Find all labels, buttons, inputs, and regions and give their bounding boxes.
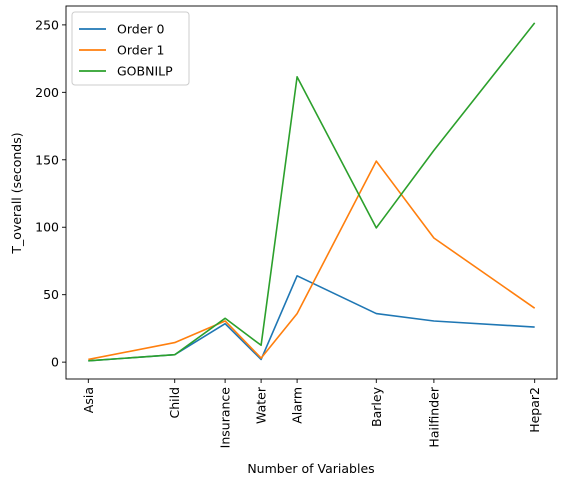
y-tick-label-250: 250 (35, 17, 59, 32)
series-line-order-1 (88, 160, 536, 361)
y-tick-label-0: 0 (51, 355, 59, 370)
legend-label-gobnilp: GOBNILP (117, 64, 173, 79)
x-axis-label: Number of Variables (247, 461, 374, 476)
legend-label-order-0: Order 0 (117, 22, 164, 37)
legend-label-order-1: Order 1 (117, 43, 164, 58)
x-tick-label-barley: Barley (369, 386, 384, 427)
series-line-gobnilp (88, 22, 536, 362)
x-axis: Asia Child Insurance Water Alarm Barley Hailfi… (81, 379, 542, 448)
y-tick-label-50: 50 (43, 287, 59, 302)
x-tick-label-alarm: Alarm (290, 387, 305, 424)
legend-box (71, 11, 190, 86)
y-tick-label-100: 100 (35, 220, 59, 235)
x-tick-label-insurance: Insurance (218, 387, 233, 449)
y-axis-label: T_overall (seconds) (9, 132, 24, 254)
legend: Order 0 Order 1 GOBNILP (71, 11, 190, 86)
y-tick-label-150: 150 (35, 152, 59, 167)
y-tick-label-200: 200 (35, 85, 59, 100)
x-tick-label-water: Water (254, 386, 269, 424)
y-axis: 0 50 100 150 200 250 (35, 17, 66, 370)
x-tick-label-child: Child (167, 387, 182, 419)
x-tick-label-hepar2: Hepar2 (527, 387, 542, 433)
x-tick-label-asia: Asia (81, 387, 96, 413)
series-layer (88, 22, 536, 362)
x-tick-label-hailfinder: Hailfinder (426, 386, 441, 447)
